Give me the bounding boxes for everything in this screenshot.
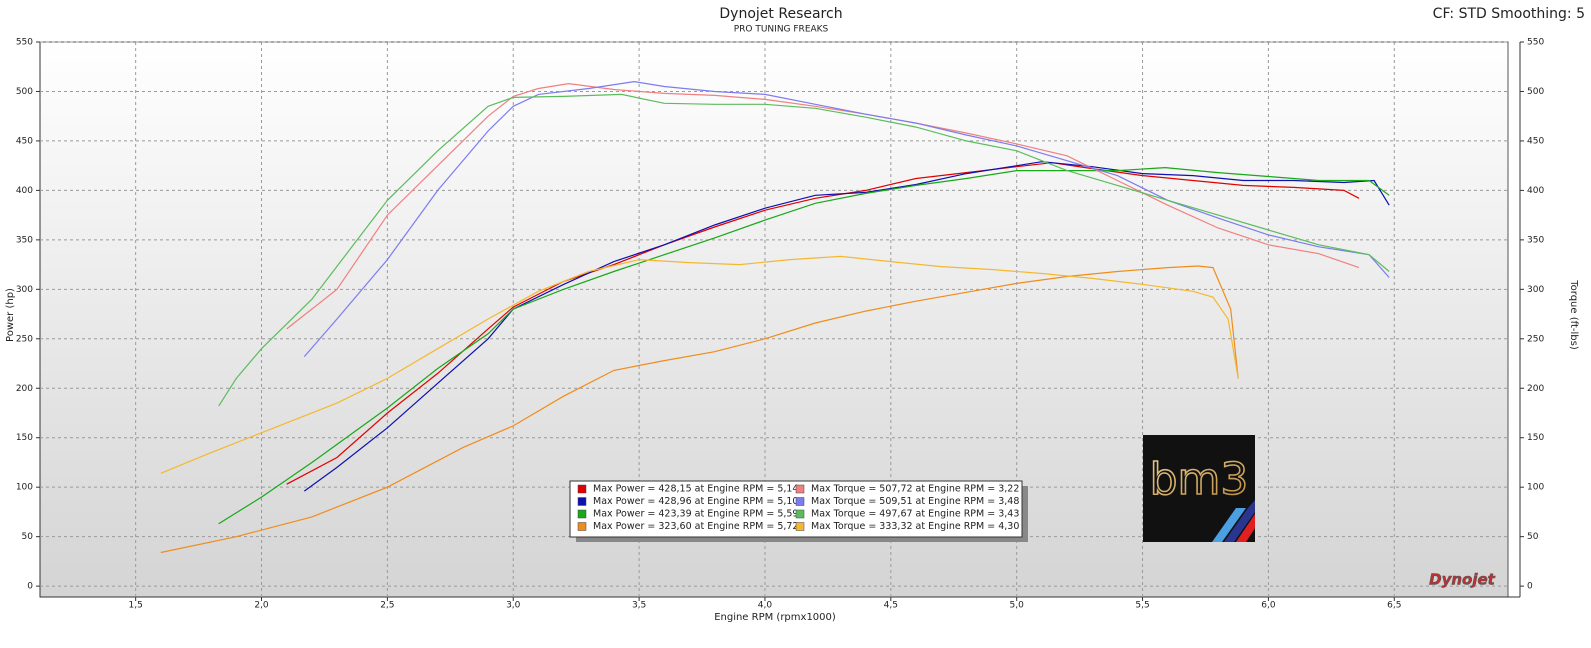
x-tick-label: 6,5 xyxy=(1387,601,1401,611)
y2-tick-label: 550 xyxy=(1527,38,1544,48)
legend-label: Max Power = 428,96 at Engine RPM = 5,10 xyxy=(593,496,798,507)
legend-swatch xyxy=(795,484,805,494)
x-tick-label: 4,0 xyxy=(758,601,773,611)
watermark: Dynojet xyxy=(1429,571,1496,589)
series-line xyxy=(218,166,1390,525)
x-tick-label: 1,5 xyxy=(128,601,142,611)
legend-swatch xyxy=(795,522,805,531)
y-tick-label: 500 xyxy=(16,87,33,97)
logo-text: bm3 xyxy=(1150,454,1249,505)
y2-tick-label: 50 xyxy=(1527,532,1539,542)
x-tick-label: 5,5 xyxy=(1135,601,1149,611)
legend-swatch xyxy=(577,509,587,519)
logo-stripe xyxy=(1224,500,1255,542)
x-tick-label: 3,5 xyxy=(632,601,646,611)
y-tick-label: 150 xyxy=(16,433,33,443)
logo-stripe xyxy=(1236,514,1255,542)
grid xyxy=(40,41,1508,597)
legend-label: Max Torque = 509,51 at Engine RPM = 3,48 xyxy=(811,496,1019,507)
logo-box xyxy=(1143,435,1255,542)
x-axis-label: Engine RPM (rpmx1000) xyxy=(714,612,836,623)
corner-text: CF: STD Smoothing: 5 xyxy=(1433,6,1585,22)
y-tick-label: 550 xyxy=(16,38,33,48)
y-tick-label: 350 xyxy=(16,235,33,245)
y2-axis-label: Torque (ft-lbs) xyxy=(1568,279,1579,350)
x-tick-label: 4,5 xyxy=(884,601,898,611)
series-line xyxy=(160,255,1239,474)
logo: bm3 xyxy=(1143,435,1255,542)
legend-label: Max Torque = 497,67 at Engine RPM = 3,43 xyxy=(811,509,1019,520)
y-tick-label: 50 xyxy=(22,532,34,542)
y-tick-label: 250 xyxy=(16,334,33,344)
x-tick-label: 5,0 xyxy=(1010,601,1025,611)
y2-tick-label: 250 xyxy=(1527,334,1544,344)
chart-title: Dynojet Research xyxy=(719,6,842,22)
legend-swatch xyxy=(577,497,587,506)
legend-swatch xyxy=(577,484,587,494)
series-line xyxy=(218,93,1390,407)
y-tick-label: 450 xyxy=(16,136,33,146)
x-tick-label: 2,5 xyxy=(380,601,394,611)
series-line xyxy=(160,265,1239,554)
legend-swatch xyxy=(795,509,805,519)
legend-swatch xyxy=(577,522,587,531)
y2-tick-label: 400 xyxy=(1527,186,1544,196)
y2-tick-label: 300 xyxy=(1527,285,1544,295)
y2-tick-label: 150 xyxy=(1527,433,1544,443)
y-axis-label: Power (hp) xyxy=(5,288,16,342)
chart-subtitle: PRO TUNING FREAKS xyxy=(734,25,829,35)
legend-label: Max Power = 323,60 at Engine RPM = 5,72 xyxy=(593,521,798,532)
legend-label: Max Power = 423,39 at Engine RPM = 5,59 xyxy=(593,509,798,520)
x-tick-label: 6,0 xyxy=(1261,601,1276,611)
y2-tick-label: 200 xyxy=(1527,384,1544,394)
y-tick-label: 400 xyxy=(16,186,33,196)
x-tick-label: 2,0 xyxy=(254,601,269,611)
y-tick-label: 100 xyxy=(16,483,33,493)
x-tick-label: 3,0 xyxy=(506,601,521,611)
legend-label: Max Torque = 507,72 at Engine RPM = 3,22 xyxy=(811,484,1019,495)
legend-entries: Max Power = 428,15 at Engine RPM = 5,14M… xyxy=(577,484,1019,532)
y2-tick-label: 100 xyxy=(1527,483,1544,493)
y-tick-label: 200 xyxy=(16,384,33,394)
series-line xyxy=(303,161,1390,492)
series-line xyxy=(286,82,1360,330)
y-tick-label: 0 xyxy=(27,582,33,592)
logo-stripe xyxy=(1212,508,1246,542)
series-line xyxy=(303,80,1390,357)
y2-tick-label: 500 xyxy=(1527,87,1544,97)
lines xyxy=(160,80,1390,554)
y-tick-label: 300 xyxy=(16,285,33,295)
y2-tick-label: 450 xyxy=(1527,136,1544,146)
legend-label: Max Torque = 333,32 at Engine RPM = 4,30 xyxy=(811,521,1019,532)
legend-swatch xyxy=(795,497,805,506)
legend-label: Max Power = 428,15 at Engine RPM = 5,14 xyxy=(593,484,798,495)
y2-tick-label: 350 xyxy=(1527,235,1544,245)
y2-tick-label: 0 xyxy=(1527,582,1533,592)
